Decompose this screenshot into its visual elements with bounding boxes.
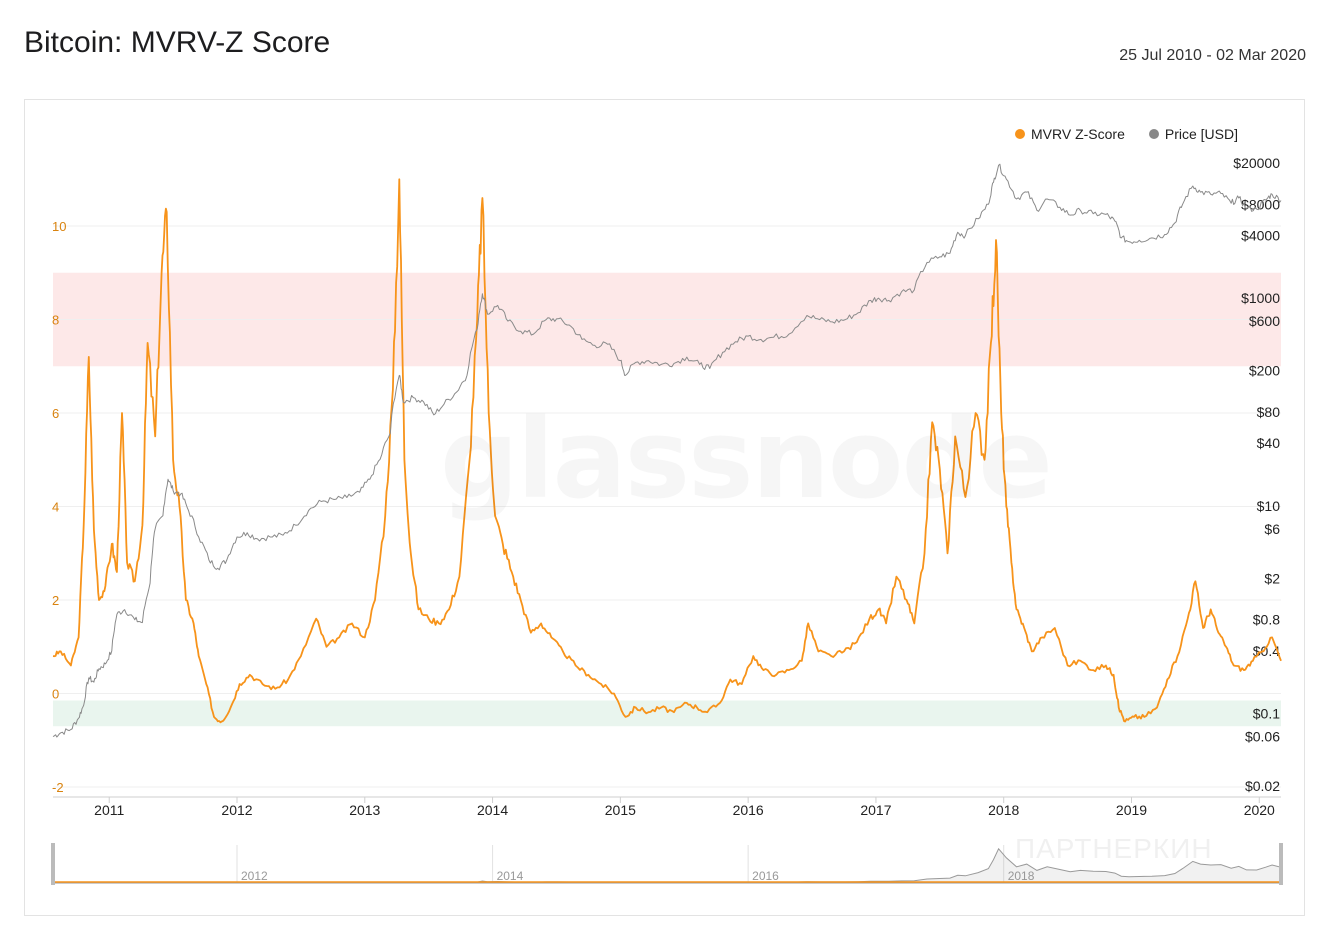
right-tick-label: $40 (1257, 435, 1281, 451)
left-tick-label: 4 (52, 500, 59, 515)
chart-legend: MVRV Z-Score Price [USD] (1015, 126, 1238, 142)
x-tick-label: 2017 (860, 802, 891, 818)
chart-series (52, 163, 1282, 738)
navigator-tick-label: 2012 (241, 869, 268, 883)
left-axis: 10 8 6 4 2 0 -2 (52, 219, 66, 795)
legend-dot-price (1148, 129, 1159, 139)
legend-dot-mvrv (1015, 129, 1025, 139)
navigator-tick-label: 2018 (1008, 869, 1035, 883)
undervalued-band (53, 700, 1281, 727)
page-title: Bitcoin: MVRV-Z Score (24, 26, 331, 59)
left-tick-label: 8 (52, 313, 59, 328)
left-tick-label: 6 (52, 406, 59, 421)
legend-label-mvrv: MVRV Z-Score (1031, 126, 1125, 142)
range-navigator[interactable]: 2012 2014 2016 2018 (51, 843, 1283, 885)
right-tick-label: $10 (1257, 498, 1281, 514)
legend-item-price[interactable]: Price [USD] (1148, 126, 1238, 142)
left-tick-label: 0 (52, 687, 59, 702)
right-tick-label: $1000 (1241, 290, 1280, 306)
navigator-tick-label: 2014 (497, 869, 524, 883)
legend-item-mvrv[interactable]: MVRV Z-Score (1015, 126, 1125, 142)
x-tick-label: 2020 (1244, 802, 1275, 818)
navigator-handle-left[interactable] (51, 843, 55, 885)
right-tick-label: $0.06 (1245, 728, 1280, 744)
price-series-line (52, 163, 1282, 738)
chart-card (24, 99, 1305, 916)
right-axis: $20000$8000$4000$1000$600$200$80$40$10$6… (1233, 155, 1280, 794)
x-tick-label: 2011 (94, 802, 124, 818)
chart-bands (53, 272, 1281, 727)
right-tick-label: $0.4 (1253, 643, 1280, 659)
x-tick-label: 2015 (605, 802, 636, 818)
navigator-handle-right[interactable] (1279, 843, 1283, 885)
x-tick-label: 2016 (733, 802, 764, 818)
x-tick-label: 2012 (221, 802, 252, 818)
right-tick-label: $0.1 (1253, 705, 1280, 721)
x-tick-label: 2014 (477, 802, 508, 818)
left-tick-label: 2 (52, 593, 59, 608)
x-tick-label: 2018 (988, 802, 1019, 818)
date-range-label[interactable]: 25 Jul 2010 - 02 Mar 2020 (1119, 47, 1306, 64)
right-tick-label: $0.02 (1245, 778, 1280, 794)
right-tick-label: $600 (1249, 313, 1280, 329)
right-tick-label: $200 (1249, 363, 1280, 379)
mvrv-series-line (52, 178, 1282, 724)
right-tick-label: $6 (1264, 521, 1280, 537)
left-tick-label: 10 (52, 219, 66, 234)
right-tick-label: $2 (1264, 570, 1280, 586)
x-tick-label: 2019 (1116, 802, 1147, 818)
left-tick-label: -2 (52, 780, 64, 795)
chart-grid (53, 225, 1281, 788)
x-axis: 2011 2012 2013 2014 2015 2016 2017 2018 2019 2020 (53, 796, 1281, 818)
right-tick-label: $0.8 (1253, 612, 1280, 628)
right-tick-label: $4000 (1241, 228, 1280, 244)
right-tick-label: $20000 (1233, 155, 1280, 171)
x-tick-label: 2013 (349, 802, 380, 818)
navigator-tick-label: 2016 (752, 869, 779, 883)
right-tick-label: $80 (1257, 404, 1281, 420)
legend-label-price: Price [USD] (1164, 126, 1238, 142)
